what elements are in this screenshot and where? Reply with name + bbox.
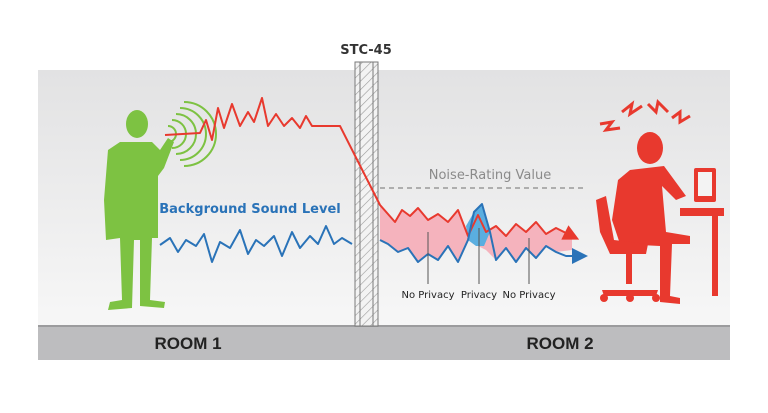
wall-label: STC-45 bbox=[340, 43, 392, 58]
annotation-label: No Privacy bbox=[402, 290, 455, 301]
speaker-figure bbox=[104, 110, 174, 310]
signal-line bbox=[164, 97, 580, 240]
background-line-room1 bbox=[159, 225, 353, 263]
background-label: Background Sound Level bbox=[159, 202, 341, 217]
room-label: ROOM 2 bbox=[526, 334, 593, 353]
floor-strip bbox=[38, 326, 730, 360]
annotation-label: Privacy bbox=[461, 290, 497, 301]
stress-bolts bbox=[599, 98, 691, 132]
background-line-room2 bbox=[379, 203, 588, 264]
listener-figure bbox=[596, 132, 724, 304]
annotation-label: No Privacy bbox=[503, 290, 556, 301]
room-label: ROOM 1 bbox=[154, 334, 221, 353]
floor-edge bbox=[38, 325, 730, 327]
wall bbox=[354, 61, 379, 327]
noise-rating-label: Noise-Rating Value bbox=[429, 168, 552, 183]
